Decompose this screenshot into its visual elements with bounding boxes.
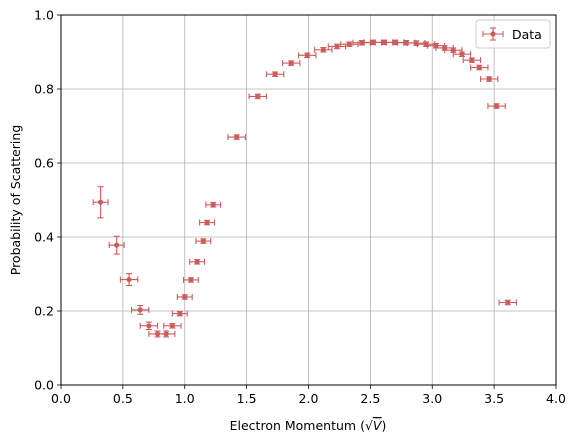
y-axis-label: Probability of Scattering	[8, 125, 23, 276]
data-marker	[459, 51, 465, 57]
data-point	[452, 51, 472, 58]
data-point	[416, 41, 436, 48]
y-tick-label: 0.6	[34, 156, 54, 171]
data-marker	[476, 64, 482, 71]
x-axis-label-var: V	[373, 418, 383, 433]
data-marker	[413, 40, 419, 46]
y-tick-label: 1.0	[34, 8, 54, 23]
data-point	[281, 60, 301, 67]
data-point	[470, 64, 489, 71]
data-point	[314, 46, 333, 53]
legend-marker	[482, 27, 504, 41]
axis-ticks: 0.0 0.5 1.0 1.5 2.0 2.5 3.0 3.5 4.0 0.0 0.2 0.4 0.6 0…	[34, 8, 566, 407]
sqrt-sign: √	[365, 418, 373, 433]
data-marker	[450, 47, 456, 53]
data-marker	[469, 57, 475, 63]
x-tick-label: 0.5	[113, 391, 133, 406]
data-marker	[200, 238, 206, 244]
data-marker	[188, 277, 194, 283]
data-point	[205, 201, 222, 208]
data-point	[139, 321, 159, 331]
x-tick-label: 0.0	[51, 391, 71, 406]
data-point	[444, 47, 463, 54]
data-point	[199, 219, 215, 226]
data-marker	[505, 299, 511, 306]
data-marker	[137, 307, 143, 313]
x-tick-label: 2.0	[299, 391, 319, 406]
data-marker	[359, 40, 365, 46]
data-marker	[177, 310, 183, 317]
data-point	[265, 71, 285, 78]
data-point	[92, 186, 109, 219]
data-marker	[381, 39, 387, 45]
data-point	[171, 310, 188, 317]
data-point	[327, 43, 347, 50]
data-point	[498, 299, 517, 306]
data-marker	[194, 259, 200, 265]
legend-box	[475, 19, 551, 49]
x-axis-label: Electron Momentum (√V)	[230, 418, 387, 433]
legend-label: Data	[512, 27, 542, 42]
data-marker	[146, 323, 152, 329]
data-point	[462, 57, 482, 64]
x-tick-label: 3.5	[484, 391, 504, 406]
data-marker	[494, 103, 500, 109]
data-point	[108, 235, 125, 255]
grid	[60, 14, 557, 386]
data-point	[298, 52, 317, 59]
x-tick-label: 2.5	[360, 391, 380, 406]
x-tick-label: 4.0	[546, 391, 566, 406]
data-point	[156, 330, 176, 338]
data-marker	[98, 199, 104, 205]
data-marker	[304, 52, 310, 58]
data-marker	[114, 242, 120, 248]
data-marker	[370, 39, 376, 45]
x-tick-label: 3.0	[422, 391, 442, 406]
data-point	[195, 238, 212, 245]
data-marker	[272, 71, 278, 77]
data-marker	[334, 43, 340, 50]
data-marker	[234, 134, 240, 140]
data-point	[163, 322, 182, 329]
data-point	[374, 39, 394, 46]
x-axis-label-close: )	[381, 418, 386, 433]
data-marker	[320, 47, 326, 53]
x-tick-label: 1.5	[237, 391, 257, 406]
data-marker	[288, 60, 294, 66]
x-axis-label-text: Electron Momentum	[230, 418, 356, 433]
data-point	[182, 276, 199, 283]
data-marker	[255, 93, 261, 99]
y-tick-label: 0.8	[34, 82, 54, 97]
y-tick-label: 0.4	[34, 230, 54, 245]
data-point	[227, 134, 246, 141]
x-tick-label: 1.0	[175, 391, 195, 406]
data-marker	[486, 76, 492, 82]
data-series	[92, 39, 517, 338]
x-axis-label-open: (	[356, 418, 365, 433]
data-marker	[210, 202, 216, 208]
y-tick-label: 0.0	[34, 378, 54, 393]
legend: Data	[475, 19, 551, 49]
data-point	[176, 293, 193, 300]
data-point	[487, 103, 506, 110]
data-marker	[346, 41, 352, 47]
data-point	[479, 76, 499, 83]
data-marker	[126, 276, 132, 283]
data-marker	[204, 219, 210, 226]
data-marker	[182, 294, 188, 300]
y-tick-label: 0.2	[34, 304, 54, 319]
data-marker	[392, 39, 398, 45]
data-point	[189, 258, 206, 265]
data-marker	[169, 323, 175, 329]
data-point	[130, 304, 150, 315]
legend-marker-dot	[490, 31, 496, 37]
data-marker	[163, 331, 169, 337]
data-point	[119, 273, 139, 287]
data-point	[248, 93, 267, 100]
